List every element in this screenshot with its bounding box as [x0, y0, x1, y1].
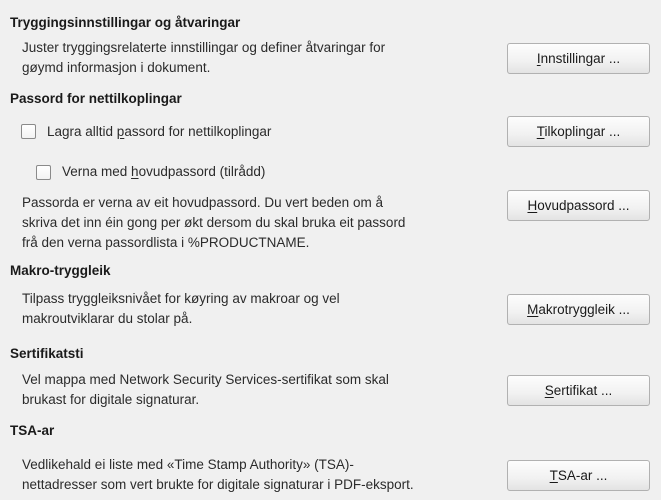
master-password-checkbox[interactable]: Verna med hovudpassord (tilrådd) — [36, 162, 650, 182]
settings-button[interactable]: Innstillingar ... — [507, 42, 650, 74]
checkbox-unchecked-icon[interactable] — [21, 124, 36, 139]
description-line: skriva det inn éin gong per økt dersom d… — [22, 215, 406, 230]
button-label: Sertifikat ... — [544, 382, 613, 398]
description-line: Juster tryggingsrelaterte innstillingar … — [22, 40, 386, 55]
security-warnings-description: Juster tryggingsrelaterte innstillingar … — [22, 38, 507, 78]
tsa-row: Vedlikehald ei liste med «Time Stamp Aut… — [22, 455, 650, 495]
description-line: Vel mappa med Network Security Services-… — [22, 372, 389, 387]
certificate-button[interactable]: Sertifikat ... — [507, 374, 650, 406]
macro-security-description: Tilpass tryggleiksnivået for køyring av … — [22, 289, 507, 329]
description-line: frå den verna passordlista i %PRODUCTNAM… — [22, 235, 310, 250]
certificate-description: Vel mappa med Network Security Services-… — [22, 370, 507, 410]
button-label: Hovudpassord ... — [527, 198, 630, 213]
button-label: Innstillingar ... — [536, 50, 621, 66]
button-label: Makrotryggleik ... — [527, 301, 630, 317]
save-passwords-row: Lagra alltid passord for nettilkoplingar… — [21, 116, 650, 147]
tsa-description: Vedlikehald ei liste med «Time Stamp Aut… — [22, 455, 507, 495]
connections-button[interactable]: Tilkoplingar ... — [507, 116, 650, 147]
button-label: TSA-ar ... — [549, 467, 608, 483]
master-password-label: Verna med hovudpassord (tilrådd) — [62, 164, 266, 179]
save-passwords-checkbox[interactable]: Lagra alltid passord for nettilkoplingar — [21, 122, 507, 142]
section-heading-certificate-path: Sertifikatsti — [10, 346, 84, 361]
description-line: gøymd informasjon i dokument. — [22, 60, 211, 75]
section-heading-tsa: TSA-ar — [10, 423, 55, 438]
description-line: nettadresser som vert brukte for digital… — [22, 477, 414, 492]
master-password-checkbox-row: Verna med hovudpassord (tilrådd) — [36, 162, 650, 182]
save-passwords-label: Lagra alltid passord for nettilkoplingar — [47, 123, 272, 139]
section-heading-web-passwords: Passord for nettilkoplingar — [10, 91, 182, 106]
master-password-row: Passorda er verna av eit hovudpassord. D… — [22, 190, 650, 253]
section-heading-security-warnings: Tryggingsinnstillingar og åtvaringar — [10, 15, 241, 30]
macro-security-row: Tilpass tryggleiksnivået for køyring av … — [22, 289, 650, 329]
section-heading-macro-security: Makro-tryggleik — [10, 263, 111, 278]
description-line: Passorda er verna av eit hovudpassord. D… — [22, 195, 383, 210]
description-line: Tilpass tryggleiksnivået for køyring av … — [22, 291, 340, 306]
certificate-row: Vel mappa med Network Security Services-… — [22, 370, 650, 410]
button-label: Tilkoplingar ... — [536, 124, 621, 139]
security-warnings-row: Juster tryggingsrelaterte innstillingar … — [22, 38, 650, 78]
tsa-button[interactable]: TSA-ar ... — [507, 459, 650, 491]
description-line: brukast for digitale signaturar. — [22, 392, 200, 407]
macro-security-button[interactable]: Makrotryggleik ... — [507, 293, 650, 325]
master-password-description: Passorda er verna av eit hovudpassord. D… — [22, 193, 507, 253]
checkbox-unchecked-icon[interactable] — [36, 164, 51, 180]
description-line: Vedlikehald ei liste med «Time Stamp Aut… — [22, 457, 354, 472]
master-password-button[interactable]: Hovudpassord ... — [507, 190, 650, 221]
description-line: makroutviklarar du stolar på. — [22, 311, 193, 326]
